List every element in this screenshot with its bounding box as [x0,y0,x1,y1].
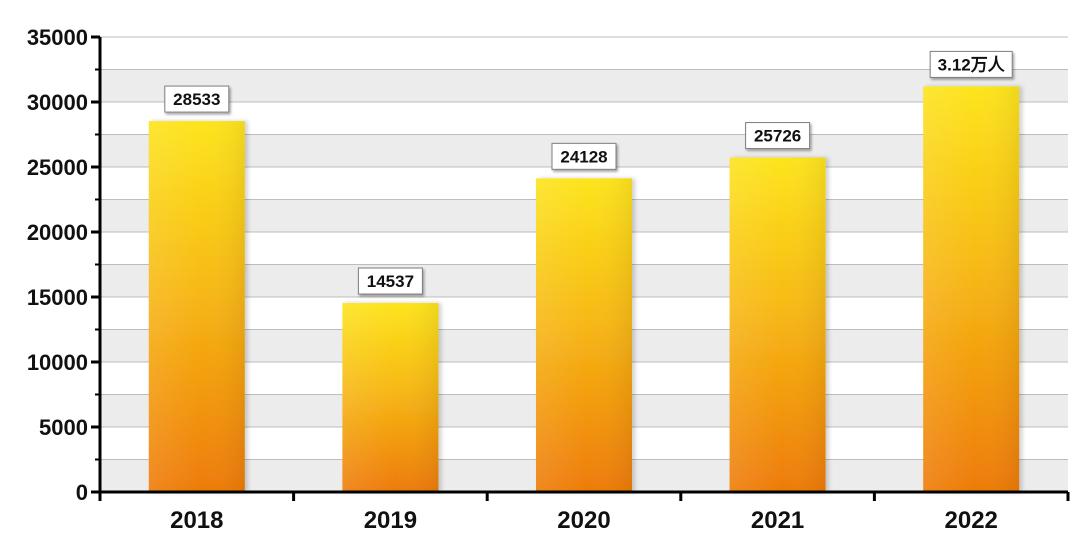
data-label-box [164,85,230,113]
x-tick-label: 2022 [945,507,998,534]
x-tick-label: 2019 [364,507,417,534]
data-label-2022: 3.12万人 [929,50,1013,78]
bar-shade-2021 [729,157,826,492]
data-label-box [357,267,423,295]
data-label-2018: 28533 [164,85,230,113]
data-label-box [551,142,617,170]
data-label-text: 3.12万人 [938,55,1006,74]
bar-shade-2019 [342,303,439,492]
data-label-text: 14537 [367,272,414,291]
x-tick-label: 2021 [751,507,804,534]
data-label-2021: 25726 [745,122,811,150]
background-band [100,69,1068,102]
y-tick-label: 20000 [27,220,88,245]
background-band [100,102,1068,135]
x-tick-label: 2020 [557,507,610,534]
bar-shade-2022 [923,86,1020,493]
y-tick-label: 5000 [39,415,88,440]
data-label-text: 24128 [560,147,607,166]
x-tick-labels: 2018 2019 2020 2021 2022 [170,507,998,534]
x-tick-label: 2018 [170,507,223,534]
data-labels: 28533 14537 24128 25726 3.12万人 [164,50,1013,295]
y-tick-label: 15000 [27,285,88,310]
y-tick-label: 30000 [27,90,88,115]
bars [148,86,1020,493]
y-tick-label: 35000 [27,25,88,50]
data-label-text: 28533 [173,90,220,109]
data-label-2020: 24128 [551,142,617,170]
y-tick-label: 10000 [27,350,88,375]
y-tick-label: 0 [76,480,88,505]
y-tick-label: 25000 [27,155,88,180]
data-label-2019: 14537 [357,267,423,295]
data-label-text: 25726 [754,127,801,146]
axes [91,35,1070,501]
data-label-box [745,122,811,150]
data-label-box [929,50,1013,78]
bar-shade-2020 [536,178,632,492]
background-band [100,37,1068,70]
bar-shade-2018 [148,121,245,493]
y-tick-labels: 0 5000 10000 15000 20000 25000 30000 35000 [27,25,88,505]
